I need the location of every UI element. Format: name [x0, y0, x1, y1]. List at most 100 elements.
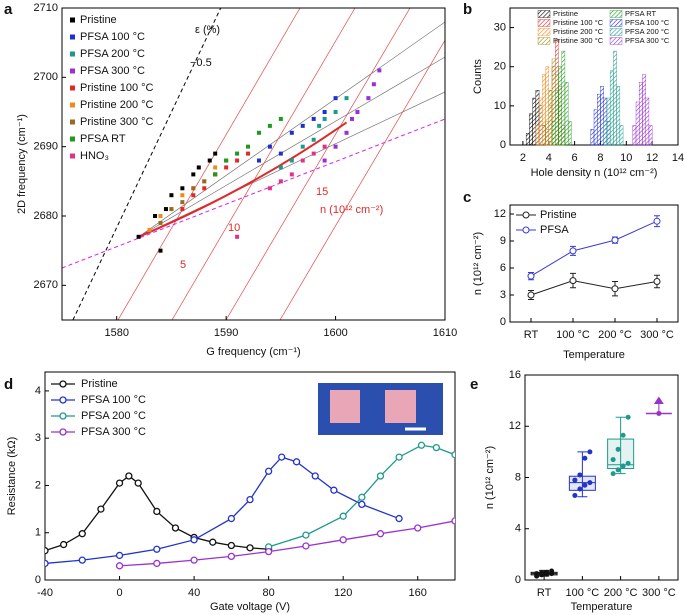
- scatter-point: [169, 193, 174, 198]
- data-point: [432, 443, 441, 452]
- data-point: [577, 472, 583, 478]
- data-point: [549, 568, 555, 574]
- data-point: [115, 562, 124, 570]
- scatter-point: [333, 96, 338, 101]
- data-point: [620, 463, 626, 469]
- legend-label: Pristine: [540, 209, 577, 221]
- data-point: [587, 449, 593, 455]
- annotation: 5: [180, 259, 186, 271]
- data-point: [59, 540, 68, 549]
- x-tick-label: 4: [546, 152, 552, 164]
- x-axis-label: Gate voltage (V): [210, 601, 290, 613]
- data-point: [572, 492, 578, 498]
- data-point: [97, 505, 105, 513]
- legend-marker: [70, 17, 75, 23]
- scatter-point: [349, 116, 354, 121]
- data-point: [625, 460, 631, 466]
- histogram-bar: [535, 125, 540, 146]
- legend-label: PFSA 100 °C: [81, 394, 146, 406]
- data-point: [78, 530, 86, 538]
- legend-label: Pristine 300 °C: [553, 36, 604, 45]
- legend-label: PFSA: [540, 224, 569, 236]
- histogram-bar: [548, 89, 553, 146]
- y-tick-label: 8: [515, 471, 521, 483]
- data-point: [153, 507, 161, 516]
- legend-label: Pristine 200 °C: [553, 27, 604, 36]
- x-tick-label: 14: [672, 152, 684, 164]
- data-point: [115, 479, 124, 487]
- legend-label: PFSA RT: [80, 133, 126, 145]
- data-point: [620, 432, 626, 438]
- scatter-point: [213, 165, 218, 170]
- histogram-bar: [619, 125, 624, 146]
- data-point: [171, 524, 180, 532]
- annotation: n (10¹² cm⁻²): [320, 204, 383, 216]
- scatter-point: [158, 214, 163, 218]
- scatter-point: [344, 130, 349, 135]
- legend-label: PFSA 300 °C: [81, 426, 146, 438]
- x-tick-label: 8: [597, 152, 603, 164]
- y-tick-label: 30: [494, 21, 506, 33]
- y-tick-label: 3: [500, 289, 506, 301]
- y-tick-label: 16: [509, 369, 521, 381]
- data-point: [264, 467, 273, 475]
- legend-label: PFSA 100 °C: [625, 18, 670, 27]
- panel: c 0 3 6 9 12 RT 100 °C 200 °C 300 °C Temperature n …: [463, 189, 679, 361]
- density-line: [171, 8, 356, 320]
- histogram-bar: [542, 74, 546, 146]
- x-tick-label: 160: [409, 587, 427, 599]
- scatter-point: [366, 96, 371, 101]
- scatter-point: [300, 158, 305, 163]
- scatter-point: [289, 130, 294, 135]
- y-axis-label: n (10¹² cm⁻²): [484, 446, 496, 509]
- histogram-bar: [529, 113, 533, 146]
- x-tick-label: 12: [646, 152, 658, 164]
- y-tick-label: 3: [35, 432, 41, 444]
- x-tick-label: 40: [188, 587, 200, 599]
- x-tick-label: 300 °C: [642, 587, 676, 599]
- data-point: [414, 524, 422, 532]
- scatter-point: [224, 158, 229, 163]
- legend-label: Pristine: [553, 9, 578, 18]
- panel: b 0 10 20 30 2 4 6 8 10 12 14 Hole density n (10¹² c…: [463, 1, 684, 179]
- data-point: [653, 278, 661, 285]
- panel-label: d: [4, 376, 13, 393]
- legend-swatch: [537, 19, 551, 27]
- x-axis-label: Temperature: [571, 601, 633, 613]
- scatter-point: [267, 123, 272, 128]
- scatter-point: [322, 144, 327, 149]
- x-axis-label: Temperature: [563, 349, 625, 361]
- data-point: [45, 547, 49, 555]
- x-tick-label: 0: [116, 587, 122, 599]
- legend-marker: [70, 68, 75, 74]
- scatter-point: [289, 158, 294, 163]
- histogram-bar: [609, 70, 614, 146]
- histogram-bar: [593, 109, 598, 146]
- y-tick-label: 6: [500, 262, 506, 274]
- x-tick-label: 200 °C: [598, 329, 632, 341]
- scatter-point: [147, 227, 152, 232]
- y-axis-label: n (10¹² cm⁻²): [472, 232, 484, 295]
- data-point: [153, 559, 161, 568]
- inset-device: [385, 390, 416, 423]
- strain-line: [72, 8, 222, 320]
- data-point: [330, 486, 338, 494]
- scatter-point: [344, 96, 349, 101]
- scatter-point: [191, 186, 196, 191]
- data-point: [395, 514, 403, 523]
- scatter-point: [180, 186, 185, 191]
- legend-marker: [70, 102, 75, 108]
- data-point: [292, 458, 301, 466]
- legend-marker: [59, 396, 67, 404]
- histogram-bar: [558, 66, 562, 146]
- histogram-bar: [590, 129, 595, 146]
- scatter-point: [224, 165, 229, 170]
- y-tick-label: 9: [500, 235, 506, 247]
- scatter-point: [246, 151, 251, 156]
- x-tick-label: 120: [334, 587, 352, 599]
- scatter-point: [180, 207, 185, 212]
- data-point: [451, 451, 455, 459]
- inset-device: [330, 390, 360, 423]
- x-tick-label: 300 °C: [640, 329, 674, 341]
